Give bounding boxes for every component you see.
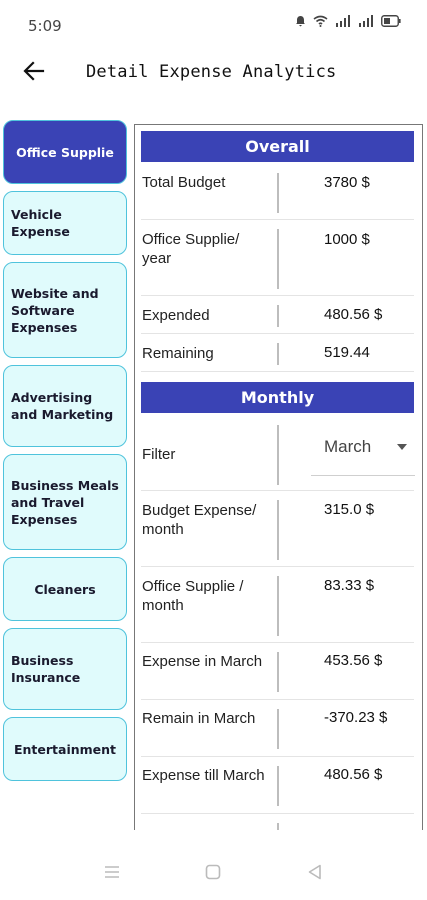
category-label: Office Supplie — [16, 144, 114, 160]
row-value: 480.56 $ — [324, 766, 383, 783]
row-value: -370.23 $ — [324, 709, 388, 726]
column-divider — [277, 823, 279, 830]
home-square-icon — [205, 864, 221, 884]
back-nav-button[interactable] — [307, 864, 323, 885]
table-row: Office Supplie/ year 1000 $ — [141, 221, 414, 296]
table-row-partial — [141, 815, 414, 830]
column-divider — [277, 173, 279, 213]
category-label: Entertainment — [13, 741, 117, 757]
home-button[interactable] — [205, 864, 221, 885]
table-row: Remain in March -370.23 $ — [141, 701, 414, 757]
column-divider — [277, 500, 279, 560]
category-cleaners[interactable]: Cleaners — [3, 557, 127, 621]
status-icons — [295, 15, 401, 27]
category-label: Cleaners — [34, 581, 96, 597]
month-filter-dropdown[interactable]: March — [311, 434, 415, 476]
row-label: Expense till March — [142, 767, 265, 784]
row-label: Office Supplie / month — [142, 578, 244, 614]
dropdown-arrow-icon — [397, 444, 407, 450]
category-label: Website and Software Expenses — [11, 285, 99, 335]
row-label: Expense in March — [142, 653, 263, 670]
menu-lines-icon — [104, 866, 120, 884]
column-divider — [277, 652, 279, 692]
month-filter-value: March — [324, 437, 372, 456]
category-business-meals-travel[interactable]: Business Meals and Travel Expenses — [3, 454, 127, 550]
filter-label: Filter — [142, 446, 176, 463]
table-row: Expense till March 480.56 $ — [141, 758, 414, 814]
category-label: Advertising and Marketing — [11, 390, 114, 422]
page-title: Detail Expense Analytics — [86, 62, 337, 82]
row-value: 83.33 $ — [324, 577, 375, 594]
category-website-software[interactable]: Website and Software Expenses — [3, 262, 127, 358]
row-label: Expended — [142, 307, 210, 324]
back-triangle-icon — [307, 864, 323, 884]
column-divider — [277, 343, 279, 365]
category-vehicle-expense[interactable]: Vehicle Expense — [3, 191, 127, 255]
column-divider — [277, 766, 279, 806]
column-divider — [277, 425, 279, 485]
row-value: 480.56 $ — [324, 306, 383, 323]
category-advertising-marketing[interactable]: Advertising and Marketing — [3, 365, 127, 447]
table-row: Remaining 519.44 — [141, 335, 414, 372]
arrow-left-icon — [23, 60, 45, 86]
column-divider — [277, 305, 279, 327]
status-time: 5:09 — [28, 17, 62, 35]
table-row: Budget Expense/ month 315.0 $ — [141, 492, 414, 567]
status-bar: 5:09 — [0, 0, 427, 48]
category-entertainment[interactable]: Entertainment — [3, 717, 127, 781]
app-bar: Detail Expense Analytics — [0, 48, 427, 98]
row-value: 519.44 — [324, 344, 370, 361]
battery-icon — [381, 15, 401, 27]
row-label: Office Supplie/ year — [142, 231, 240, 267]
row-value: 1000 $ — [324, 231, 370, 248]
back-button[interactable] — [18, 58, 50, 88]
table-row: Office Supplie / month 83.33 $ — [141, 568, 414, 643]
wifi-icon — [313, 15, 328, 27]
row-label: Remaining — [142, 345, 214, 362]
monthly-header: Monthly — [141, 382, 414, 413]
recents-button[interactable] — [104, 864, 120, 885]
table-row: Expense in March 453.56 $ — [141, 644, 414, 700]
row-value: 3780 $ — [324, 174, 370, 191]
system-nav-bar — [0, 850, 427, 900]
table-row: Total Budget 3780 $ — [141, 168, 414, 220]
category-business-insurance[interactable]: Business Insurance — [3, 628, 127, 710]
overall-header: Overall — [141, 131, 414, 162]
category-label: Vehicle Expense — [11, 207, 70, 239]
row-value: 453.56 $ — [324, 652, 383, 669]
row-label: Total Budget — [142, 174, 226, 191]
filter-row: Filter March — [141, 419, 415, 491]
category-label: Business Meals and Travel Expenses — [11, 477, 119, 527]
category-office-supplie[interactable]: Office Supplie — [3, 120, 127, 184]
row-label: Remain in March — [142, 710, 256, 727]
signal-icon — [335, 15, 351, 27]
column-divider — [277, 229, 279, 289]
detail-panel: Overall Total Budget 3780 $ Office Suppl… — [134, 124, 423, 830]
signal-icon — [358, 15, 374, 27]
column-divider — [277, 709, 279, 749]
category-label: Business Insurance — [11, 653, 81, 685]
alarm-icon — [295, 15, 306, 27]
table-row: Expended 480.56 $ — [141, 297, 414, 334]
row-label: Budget Expense/ month — [142, 502, 257, 538]
column-divider — [277, 576, 279, 636]
row-value: 315.0 $ — [324, 501, 375, 518]
